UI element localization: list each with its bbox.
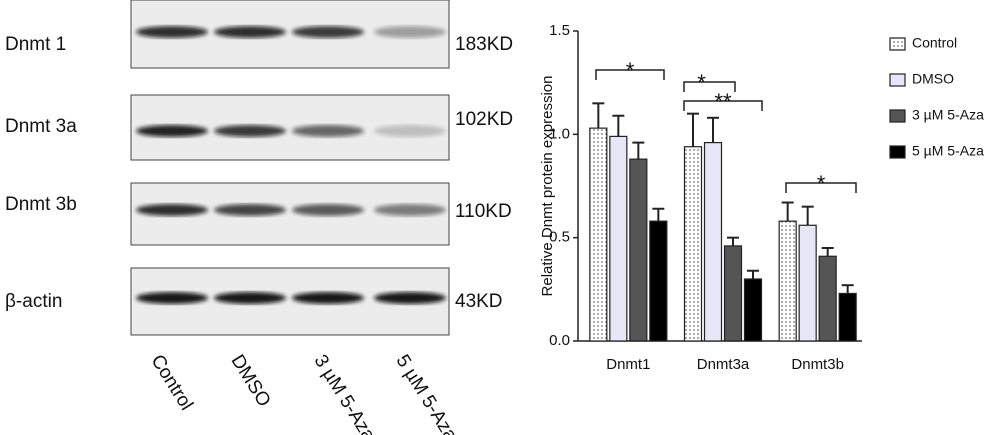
bar: [649, 220, 668, 342]
bar: [609, 135, 628, 342]
blot-band: [292, 26, 364, 38]
lane-label: DMSO: [227, 351, 275, 410]
bar: [838, 292, 857, 342]
blot-label: Dnmt 1: [5, 34, 66, 55]
blot-band: [292, 204, 364, 216]
y-tick-label: 0.0: [549, 332, 570, 349]
lane-label: Control: [147, 351, 197, 414]
blot-band: [214, 26, 286, 38]
blot-band: [292, 292, 364, 304]
bar: [683, 146, 703, 342]
bar: [629, 158, 648, 342]
blot-band: [374, 125, 446, 137]
y-axis-label: Relative Dnmt protein expression: [539, 76, 556, 297]
legend-label: Control: [912, 35, 957, 51]
blot-band: [374, 204, 446, 216]
significance-bracket: [683, 100, 763, 111]
significance-label: *: [697, 70, 706, 95]
significance-label: *: [817, 171, 826, 196]
lane-label: 5 µM 5-Aza: [392, 351, 462, 435]
legend-swatch: [889, 73, 906, 87]
legend-swatch: [889, 145, 906, 159]
x-tick-label: Dnmt3b: [791, 356, 844, 373]
x-tick-label: Dnmt1: [606, 356, 650, 373]
legend-label: 5 µM 5-Aza: [912, 143, 984, 159]
significance-bracket: [785, 182, 857, 193]
blot-size: 110KD: [455, 201, 512, 222]
blot-label: Dnmt 3a: [5, 116, 77, 137]
blot-size: 43KD: [455, 291, 503, 312]
blot-band: [214, 292, 286, 304]
y-tick-label: 1.5: [549, 22, 570, 39]
blot-size: 102KD: [455, 109, 513, 130]
bar: [703, 142, 723, 342]
blot-band: [292, 125, 364, 137]
legend-swatch: [889, 109, 906, 123]
blot-band: [374, 26, 446, 38]
x-tick-label: Dnmt3a: [697, 356, 750, 373]
blot-size: 183KD: [455, 34, 513, 55]
significance-label: *: [626, 58, 635, 83]
bar: [778, 220, 797, 342]
blot-band: [214, 125, 286, 137]
blot-band: [136, 125, 208, 137]
blot-band: [374, 292, 446, 304]
blot-label: β-actin: [5, 291, 62, 312]
bar: [743, 278, 763, 342]
significance-bracket: [595, 69, 665, 80]
blot-band: [136, 292, 208, 304]
significance-bracket: [683, 81, 736, 92]
blot-band: [214, 204, 286, 216]
blot-band: [136, 26, 208, 38]
lane-label: 3 µM 5-Aza: [310, 351, 380, 435]
significance-label: **: [714, 89, 732, 114]
legend-swatch: [889, 37, 906, 51]
y-tick-label: 1.0: [549, 125, 570, 142]
bar: [818, 255, 837, 342]
y-tick-label: 0.5: [549, 229, 570, 246]
legend-label: 3 µM 5-Aza: [912, 107, 984, 123]
blot-band: [136, 204, 208, 216]
bar: [589, 127, 608, 342]
bar: [798, 224, 817, 342]
blot-label: Dnmt 3b: [5, 194, 77, 215]
legend-label: DMSO: [912, 71, 954, 87]
bar: [723, 245, 743, 342]
